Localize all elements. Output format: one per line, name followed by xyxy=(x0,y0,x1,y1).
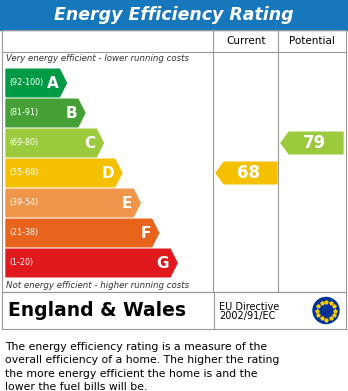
Text: 79: 79 xyxy=(302,134,326,152)
Text: overall efficiency of a home. The higher the rating: overall efficiency of a home. The higher… xyxy=(5,355,279,365)
Text: G: G xyxy=(157,255,169,271)
Text: EU Directive: EU Directive xyxy=(219,301,279,312)
Polygon shape xyxy=(6,189,140,217)
Text: (39-54): (39-54) xyxy=(9,199,38,208)
Text: E: E xyxy=(122,196,132,210)
Text: Very energy efficient - lower running costs: Very energy efficient - lower running co… xyxy=(6,54,189,63)
Text: 2002/91/EC: 2002/91/EC xyxy=(219,310,275,321)
Bar xyxy=(2,292,346,329)
Text: (21-38): (21-38) xyxy=(9,228,38,237)
Text: (55-68): (55-68) xyxy=(9,169,38,178)
Text: (81-91): (81-91) xyxy=(9,108,38,118)
Text: A: A xyxy=(47,75,58,90)
Polygon shape xyxy=(281,132,343,154)
Polygon shape xyxy=(6,69,66,97)
Text: 68: 68 xyxy=(237,164,260,182)
Text: F: F xyxy=(140,226,151,240)
Text: Potential: Potential xyxy=(289,36,335,46)
Text: Not energy efficient - higher running costs: Not energy efficient - higher running co… xyxy=(6,281,189,290)
Text: (69-80): (69-80) xyxy=(9,138,38,147)
Polygon shape xyxy=(6,159,122,187)
Circle shape xyxy=(313,298,339,323)
Polygon shape xyxy=(216,162,277,184)
Polygon shape xyxy=(6,219,159,247)
Text: C: C xyxy=(84,136,95,151)
Text: The energy efficiency rating is a measure of the: The energy efficiency rating is a measur… xyxy=(5,342,267,352)
Polygon shape xyxy=(6,249,177,277)
Polygon shape xyxy=(6,99,85,127)
Text: (92-100): (92-100) xyxy=(9,79,43,88)
Text: Energy Efficiency Rating: Energy Efficiency Rating xyxy=(54,6,294,24)
Text: England & Wales: England & Wales xyxy=(8,301,186,320)
Text: Current: Current xyxy=(227,36,266,46)
Polygon shape xyxy=(6,129,103,157)
Text: the more energy efficient the home is and the: the more energy efficient the home is an… xyxy=(5,369,258,379)
Bar xyxy=(2,30,346,292)
Text: (1-20): (1-20) xyxy=(9,258,33,267)
Text: B: B xyxy=(65,106,77,120)
Text: lower the fuel bills will be.: lower the fuel bills will be. xyxy=(5,382,147,391)
Text: D: D xyxy=(101,165,114,181)
Bar xyxy=(0,0,348,30)
